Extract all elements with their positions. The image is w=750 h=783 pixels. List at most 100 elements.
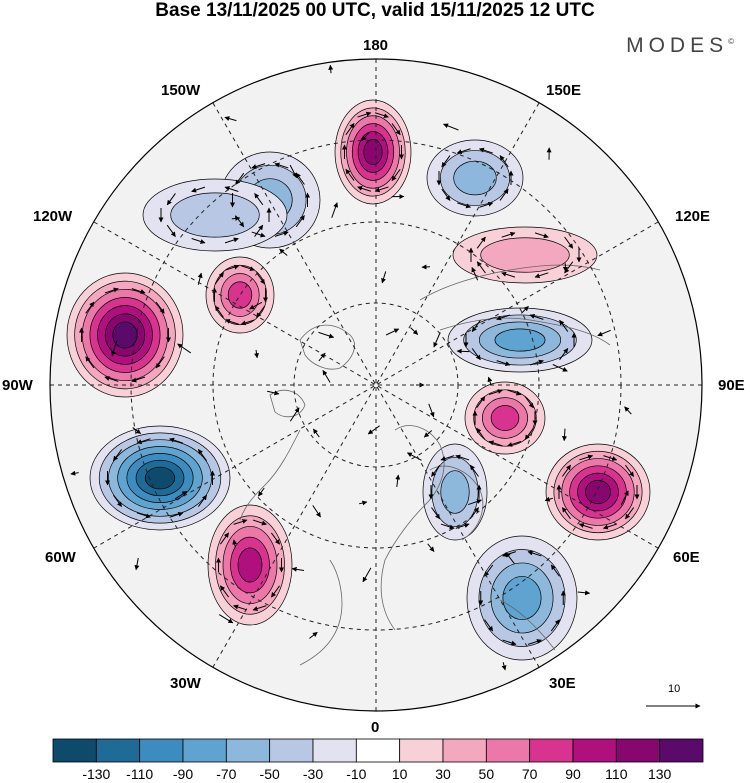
- wind-arrow: [312, 505, 321, 518]
- lon-label-120e: 120E: [675, 208, 711, 225]
- wind-arrow: [224, 318, 239, 325]
- anomaly-contour: [490, 405, 520, 431]
- lon-label-120w: 120W: [33, 208, 73, 225]
- wind-arrow: [564, 236, 574, 249]
- wind-arrow: [367, 425, 380, 435]
- wind-arrow: [295, 215, 305, 228]
- anomaly-siberia-negative: [447, 307, 593, 373]
- lon-label-60e: 60E: [673, 549, 700, 566]
- anomaly-contour: [227, 281, 253, 309]
- wind-arrow: [132, 427, 142, 434]
- wind-arrow: [468, 499, 482, 506]
- wind-arrow: [550, 619, 560, 632]
- wind-arrow: [85, 356, 95, 369]
- colorbar-swatch: [659, 738, 704, 763]
- wind-arrow: [270, 532, 281, 545]
- anomaly-atlantic-negative: [89, 425, 231, 531]
- wind-arrow: [423, 430, 433, 438]
- colorbar: [52, 738, 704, 763]
- wind-arrow: [507, 441, 522, 447]
- wind-arrow: [479, 201, 494, 208]
- wind-arrow: [476, 396, 486, 409]
- wind-arrow: [357, 185, 372, 192]
- wind-arrow: [507, 389, 522, 396]
- wind-arrow: [214, 272, 224, 285]
- colorbar-swatch: [355, 738, 401, 763]
- wind-arrow: [254, 224, 264, 237]
- wind-arrow: [395, 474, 401, 487]
- colorbar-swatch: [95, 738, 141, 763]
- wind-arrow: [501, 231, 516, 238]
- wind-arrow: [496, 360, 511, 366]
- anomaly-contour: [585, 480, 611, 504]
- wind-vectors: [70, 64, 640, 671]
- wind-arrow: [487, 376, 493, 385]
- lon-label-0: 0: [371, 719, 380, 736]
- wind-arrow: [431, 464, 441, 477]
- wind-arrow: [374, 186, 389, 193]
- anomaly-shading: [66, 99, 651, 661]
- map-title: Base 13/11/2025 00 UTC, valid 15/11/2025…: [155, 0, 595, 21]
- wind-arrow: [241, 265, 256, 272]
- wind-arrow: [625, 464, 635, 477]
- wind-arrow: [279, 248, 288, 256]
- wind-arrow: [104, 287, 119, 294]
- wind-arrow: [391, 123, 401, 136]
- colorbar-swatch: [139, 738, 184, 763]
- lon-label-150e: 150E: [546, 82, 582, 99]
- wind-arrow: [559, 319, 569, 332]
- wind-arrow: [534, 272, 549, 279]
- anomaly-contour: [237, 547, 263, 583]
- colorbar-tick-label: 30: [435, 766, 451, 782]
- colorbar-swatch: [269, 738, 314, 763]
- anomaly-contour: [112, 321, 138, 349]
- wind-arrow: [191, 238, 206, 244]
- wind-arrow: [252, 519, 267, 526]
- wind-arrow: [309, 631, 318, 639]
- wind-arrow: [113, 494, 123, 507]
- wind-arrow: [440, 455, 455, 461]
- coastlines: [239, 264, 611, 666]
- wind-arrow: [520, 306, 529, 314]
- map-border: [49, 58, 703, 712]
- wind-arrow: [499, 188, 509, 201]
- wind-arrow: [484, 619, 494, 632]
- wind-arrow: [169, 511, 184, 518]
- wind-arrow: [345, 123, 355, 136]
- colorbar-tick-label: 90: [565, 766, 581, 782]
- lon-label-30e: 30E: [549, 675, 576, 692]
- wind-arrow: [443, 123, 459, 131]
- lon-label-180: 180: [363, 37, 389, 54]
- wind-arrow: [499, 155, 509, 168]
- wind-arrow: [358, 500, 368, 506]
- wind-arrow: [433, 332, 441, 348]
- wind-arrow: [224, 186, 239, 192]
- wind-arrow: [197, 449, 207, 462]
- wind-arrow: [289, 164, 298, 179]
- wind-arrow: [251, 231, 266, 238]
- wind-arrow: [428, 403, 435, 418]
- wind-arrow: [318, 331, 335, 339]
- wind-arrow: [374, 112, 389, 119]
- wind-arrow: [501, 662, 507, 671]
- wind-arrow: [357, 111, 372, 118]
- wind-arrow: [251, 163, 266, 169]
- wind-arrow: [502, 639, 517, 646]
- wind-arrow: [134, 557, 140, 571]
- wind-arrow: [427, 543, 435, 552]
- wind-arrow: [312, 428, 320, 438]
- wind-arrow: [218, 614, 234, 624]
- wind-arrow: [166, 193, 176, 206]
- copyright-mark: ©: [728, 37, 734, 46]
- anomaly-europe-negative: [466, 535, 578, 661]
- map-disk: [50, 59, 702, 711]
- anomaly-north-atlantic-positive: [207, 504, 293, 626]
- wind-arrow: [476, 427, 486, 440]
- wind-arrow: [240, 319, 255, 326]
- colorbar-swatch: [615, 738, 661, 763]
- colorbar-tick-label: 10: [391, 766, 408, 782]
- wind-arrow: [197, 494, 207, 507]
- wind-arrow: [274, 231, 289, 237]
- wind-arrow: [258, 487, 265, 497]
- wind-arrow: [441, 155, 451, 168]
